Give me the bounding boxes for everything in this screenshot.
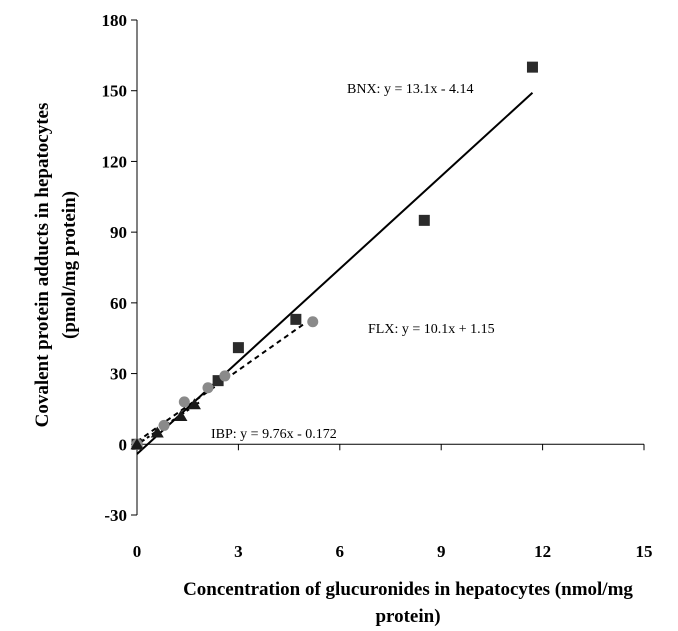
data-point-circle [307, 316, 319, 328]
x-tick-label: 0 [133, 542, 142, 561]
data-point-triangle [187, 398, 201, 410]
x-tick-label: 12 [534, 542, 551, 561]
y-tick-label: 150 [102, 82, 128, 101]
data-point-circle [178, 396, 190, 408]
y-tick-label: -30 [104, 506, 127, 525]
x-axis-title: Concentration of glucuronides in hepatoc… [183, 579, 633, 627]
fit-line-0 [136, 92, 534, 455]
data-points [130, 61, 538, 450]
y-tick-label: 60 [110, 294, 127, 313]
x-tick-label: 15 [636, 542, 653, 561]
x-tick-label: 6 [336, 542, 345, 561]
y-tick-label: 0 [119, 435, 128, 454]
data-point-circle [202, 382, 214, 394]
data-point-triangle [150, 426, 164, 438]
x-axis-title-line: protein) [375, 606, 440, 627]
data-point-circle [219, 370, 231, 382]
data-point-square [212, 375, 224, 387]
equation-annotations: BNX: y = 13.1x - 4.14 FLX: y = 10.1x + 1.… [211, 82, 495, 442]
x-tick-label: 9 [437, 542, 446, 561]
chart-labels: Covalent protein adducts in hepatocytes (… [32, 103, 633, 627]
y-axis-title: Covalent protein adducts in hepatocytes (… [32, 103, 80, 428]
y-tick-label: 180 [102, 11, 128, 30]
y-tick-label: 90 [110, 223, 127, 242]
y-axis-title-line: Covalent protein adducts in hepatocytes [32, 103, 53, 428]
x-axis-title-line: Concentration of glucuronides in hepatoc… [183, 579, 633, 600]
y-axis-title-line: (pmol/mg protein) [59, 191, 80, 339]
y-tick-label: 30 [110, 365, 127, 384]
y-tick-label: 120 [102, 152, 128, 171]
data-point-square [232, 342, 244, 354]
data-point-square [290, 313, 302, 325]
equation-annotation-0: BNX: y = 13.1x - 4.14 [347, 82, 474, 97]
data-point-square [526, 61, 538, 73]
equation-annotation-1: FLX: y = 10.1x + 1.15 [368, 322, 495, 337]
fit-lines [136, 92, 534, 455]
data-point-triangle [130, 438, 144, 450]
x-tick-label: 3 [234, 542, 243, 561]
equation-annotation-2: IBP: y = 9.76x - 0.172 [211, 427, 337, 442]
fit-line-2 [136, 400, 202, 446]
data-point-triangle [174, 410, 188, 421]
data-point-square [418, 214, 430, 226]
data-point-circle [158, 419, 170, 431]
